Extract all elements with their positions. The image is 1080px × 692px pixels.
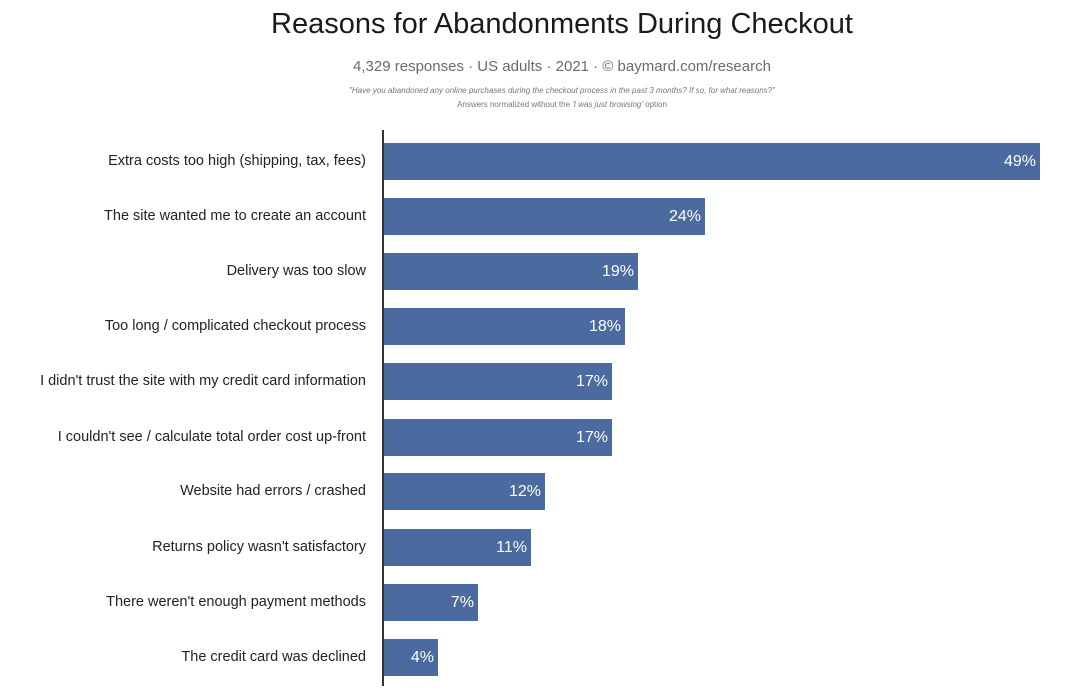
- bar-row: I didn't trust the site with my credit c…: [0, 363, 1080, 400]
- bar-row: There weren't enough payment methods 7%: [0, 584, 1080, 621]
- bar-row: Delivery was too slow 19%: [0, 253, 1080, 290]
- value-label: 49%: [1003, 153, 1036, 170]
- category-label: Website had errors / crashed: [180, 483, 366, 499]
- value-label: 4%: [410, 649, 434, 666]
- bar: 24%: [384, 198, 705, 235]
- bar-row: Website had errors / crashed 12%: [0, 473, 1080, 510]
- bar: 7%: [384, 584, 478, 621]
- bar-row: I couldn't see / calculate total order c…: [0, 419, 1080, 456]
- category-label: Returns policy wasn't satisfactory: [152, 539, 366, 555]
- note-prefix: Answers normalized without the: [457, 100, 573, 109]
- bar: 12%: [384, 473, 545, 510]
- bar: 19%: [384, 253, 638, 290]
- bar: 17%: [384, 419, 612, 456]
- category-label: I couldn't see / calculate total order c…: [57, 429, 366, 445]
- bar: 17%: [384, 363, 612, 400]
- bar: 4%: [384, 639, 438, 676]
- value-label: 17%: [575, 373, 608, 390]
- category-label: Delivery was too slow: [226, 263, 366, 279]
- bar: 18%: [384, 308, 625, 345]
- bar: 49%: [384, 143, 1040, 180]
- normalization-note: Answers normalized without the 'I was ju…: [0, 100, 1080, 109]
- category-label: There weren't enough payment methods: [106, 594, 366, 610]
- bar-row: The site wanted me to create an account 2…: [0, 198, 1080, 235]
- category-label: I didn't trust the site with my credit c…: [40, 373, 366, 389]
- bar: 11%: [384, 529, 531, 566]
- bar-row: The credit card was declined 4%: [0, 639, 1080, 676]
- category-label: The site wanted me to create an account: [104, 208, 366, 224]
- value-label: 24%: [668, 208, 701, 225]
- bar-row: Too long / complicated checkout process 1…: [0, 308, 1080, 345]
- value-label: 19%: [601, 263, 634, 280]
- bar-row: Returns policy wasn't satisfactory 11%: [0, 529, 1080, 566]
- value-label: 18%: [588, 318, 621, 335]
- category-label: Extra costs too high (shipping, tax, fee…: [108, 153, 366, 169]
- value-label: 12%: [508, 483, 541, 500]
- note-italic: 'I was just browsing': [572, 100, 643, 109]
- value-label: 11%: [496, 539, 527, 556]
- chart-title: Reasons for Abandonments During Checkout: [271, 8, 853, 40]
- value-label: 17%: [575, 429, 608, 446]
- y-axis-line: [382, 130, 384, 686]
- value-label: 7%: [450, 594, 474, 611]
- bar-row: Extra costs too high (shipping, tax, fee…: [0, 143, 1080, 180]
- category-label: Too long / complicated checkout process: [104, 318, 366, 334]
- chart-subtitle: 4,329 responses · US adults · 2021 · © b…: [353, 58, 771, 75]
- category-label: The credit card was declined: [181, 649, 366, 665]
- survey-question: "Have you abandoned any online purchases…: [349, 86, 775, 95]
- note-suffix: option: [642, 100, 667, 109]
